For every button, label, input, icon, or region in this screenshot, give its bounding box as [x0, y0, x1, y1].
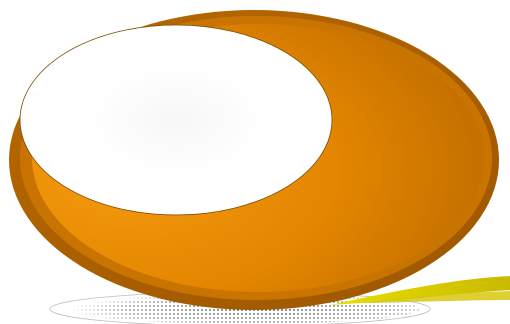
white-highlight-icon — [19, 24, 333, 216]
yellow-swoosh-icon — [330, 276, 510, 305]
